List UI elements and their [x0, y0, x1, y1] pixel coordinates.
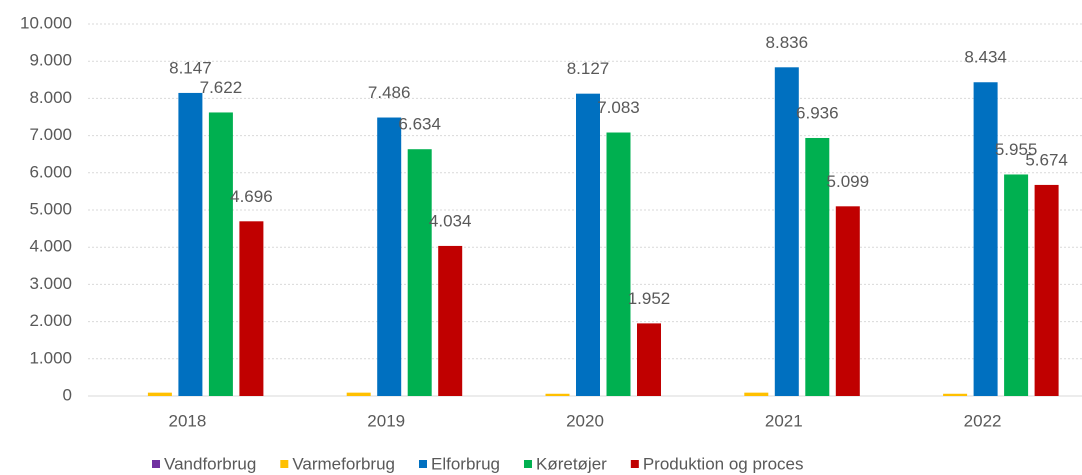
x-tick-label: 2018 [168, 411, 206, 430]
legend-swatch [523, 460, 532, 468]
value-label: 4.034 [429, 211, 472, 230]
y-tick-label: 7.000 [29, 125, 72, 144]
bar [178, 92, 203, 396]
value-label: 8.836 [766, 33, 809, 52]
legend-label: Køretøjer [536, 454, 607, 473]
legend-swatch [419, 460, 427, 468]
bar [606, 132, 631, 397]
bar [744, 392, 769, 396]
bar [407, 149, 432, 396]
y-tick-label: 1.000 [29, 348, 72, 367]
bar [576, 93, 600, 396]
value-label: 4.696 [230, 187, 273, 206]
x-tick-label: 2020 [566, 411, 604, 430]
bar [377, 117, 402, 396]
legend-swatch [280, 460, 289, 468]
x-tick-label: 2021 [765, 411, 803, 430]
bar [1034, 184, 1059, 396]
bar [637, 323, 661, 396]
bar [1004, 174, 1029, 396]
y-tick-label: 2.000 [29, 311, 72, 330]
x-tick-label: 2022 [964, 411, 1002, 430]
bar [239, 221, 264, 396]
y-tick-label: 0 [63, 385, 72, 404]
value-label: 7.083 [597, 98, 640, 117]
value-label: 7.486 [368, 83, 411, 102]
legend-label: Elforbrug [431, 454, 500, 473]
value-label: 6.936 [796, 103, 839, 122]
x-tick-label: 2019 [367, 411, 405, 430]
value-label: 6.634 [398, 115, 441, 134]
bar [346, 392, 371, 396]
bar [147, 392, 172, 396]
bar [805, 137, 830, 396]
bar [545, 393, 570, 396]
value-label: 8.127 [567, 59, 610, 78]
bar [438, 245, 463, 396]
bar [943, 393, 968, 396]
value-label: 5.099 [827, 172, 870, 191]
legend-label: Produktion og proces [643, 454, 804, 473]
value-label: 5.674 [1025, 150, 1068, 169]
y-tick-label: 10.000 [20, 13, 72, 32]
value-label: 1.952 [628, 289, 671, 308]
value-label: 5.955 [995, 140, 1038, 159]
bar [208, 112, 233, 396]
bar [774, 67, 799, 397]
legend-label: Vandforbrug [164, 454, 256, 473]
y-tick-label: 3.000 [29, 274, 72, 293]
y-tick-label: 6.000 [29, 162, 72, 181]
bar [973, 82, 998, 397]
legend-swatch [630, 460, 639, 468]
legend-label: Varmeforbrug [292, 454, 395, 473]
value-label: 8.147 [169, 58, 212, 77]
y-tick-label: 9.000 [29, 51, 72, 70]
y-tick-label: 8.000 [29, 88, 72, 107]
legend-swatch [152, 460, 160, 468]
bar [835, 206, 860, 396]
y-tick-label: 4.000 [29, 237, 72, 256]
y-tick-label: 5.000 [29, 199, 72, 218]
value-label: 8.434 [964, 48, 1007, 67]
value-label: 7.622 [200, 78, 243, 97]
